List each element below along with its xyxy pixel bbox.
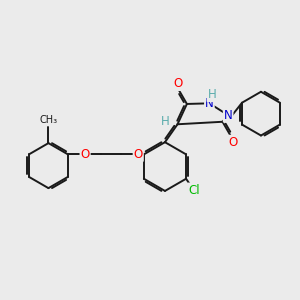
Text: H: H bbox=[208, 88, 216, 101]
Text: CH₃: CH₃ bbox=[39, 115, 58, 125]
Text: O: O bbox=[229, 136, 238, 149]
Text: H: H bbox=[161, 115, 170, 128]
Text: O: O bbox=[134, 148, 143, 161]
Text: N: N bbox=[224, 109, 233, 122]
Text: N: N bbox=[205, 97, 214, 110]
Text: Cl: Cl bbox=[188, 184, 200, 196]
Text: O: O bbox=[173, 77, 182, 90]
Text: O: O bbox=[80, 148, 90, 161]
